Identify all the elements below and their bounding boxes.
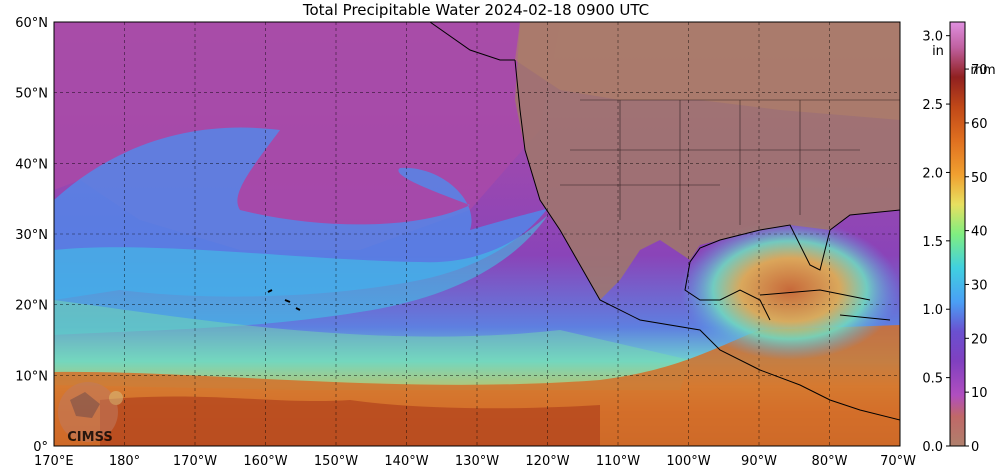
inch-unit-label: in <box>932 44 944 59</box>
lon-tick-label: 100°W <box>666 454 710 469</box>
mm-tick-label: 10 <box>971 386 988 401</box>
inch-tick-label: 3.0 <box>922 30 943 45</box>
lon-tick-label: 130°W <box>455 454 499 469</box>
inch-tick-label: 1.5 <box>922 235 943 250</box>
itcz-core <box>100 396 600 446</box>
lat-tick-label: 0° <box>33 440 48 455</box>
lat-tick-label: 20°N <box>15 299 48 314</box>
inch-tick-label: 0.0 <box>922 440 943 455</box>
longitude-labels: 170°E 180° 170°W 160°W 150°W 140°W 130°W 120°W 1… <box>34 454 916 469</box>
map-frame <box>53 21 901 447</box>
lon-tick-label: 180° <box>109 454 140 469</box>
watermark-text: CIMSS <box>67 430 112 445</box>
pacific-coastline <box>514 59 900 421</box>
lon-tick-label: 110°W <box>596 454 640 469</box>
lon-tick-label: 170°E <box>34 454 74 469</box>
lon-tick-label: 150°W <box>314 454 358 469</box>
lon-tick-label: 170°W <box>173 454 217 469</box>
mm-tick-label: 70 <box>971 63 988 78</box>
inch-tick-label: 2.0 <box>922 166 943 181</box>
inch-tick-label: 1.0 <box>922 303 943 318</box>
inch-tick-label: 2.5 <box>922 98 943 113</box>
lat-tick-label: 30°N <box>15 228 48 243</box>
inch-tick-label: 0.5 <box>922 372 943 387</box>
lon-tick-label: 80°W <box>812 454 848 469</box>
map-title: Total Precipitable Water 2024-02-18 0900… <box>302 1 650 19</box>
latitude-labels: 60°N 50°N 40°N 30°N 20°N 10°N 0° <box>15 16 48 455</box>
cimss-logo <box>58 382 123 442</box>
alaska-coastline <box>429 22 515 61</box>
mm-tick-label: 40 <box>971 225 988 240</box>
lon-tick-label: 70°W <box>880 454 916 469</box>
colorbar-mm-ticks: 0 10 20 30 40 50 60 70 <box>965 63 988 455</box>
lat-tick-label: 50°N <box>15 87 48 102</box>
moist-band <box>54 215 548 335</box>
political-borders <box>560 99 900 230</box>
lon-tick-label: 140°W <box>384 454 428 469</box>
tropical-moist-band <box>54 300 690 390</box>
mm-tick-label: 0 <box>971 440 979 455</box>
mm-tick-label: 60 <box>971 117 988 132</box>
colorbar-inch-ticks: 0.0 0.5 1.0 1.5 2.0 2.5 3.0 <box>922 30 950 455</box>
lon-tick-label: 90°W <box>741 454 777 469</box>
mm-tick-label: 50 <box>971 171 988 186</box>
lon-tick-label: 160°W <box>243 454 287 469</box>
lat-tick-label: 10°N <box>15 369 48 384</box>
lat-tick-label: 40°N <box>15 157 48 172</box>
gulf-moisture <box>680 220 900 360</box>
lat-lon-grid <box>54 22 900 446</box>
lat-tick-label: 60°N <box>15 16 48 31</box>
lon-tick-label: 120°W <box>525 454 569 469</box>
colorbar <box>949 21 966 447</box>
mm-tick-label: 30 <box>971 278 988 293</box>
caribbean-islands <box>759 289 891 321</box>
hawaii-islands <box>267 289 301 311</box>
canada-land <box>515 22 900 120</box>
mm-unit-label: mm <box>970 63 995 78</box>
mm-tick-label: 20 <box>971 332 988 347</box>
gulf-coastline <box>684 209 900 321</box>
